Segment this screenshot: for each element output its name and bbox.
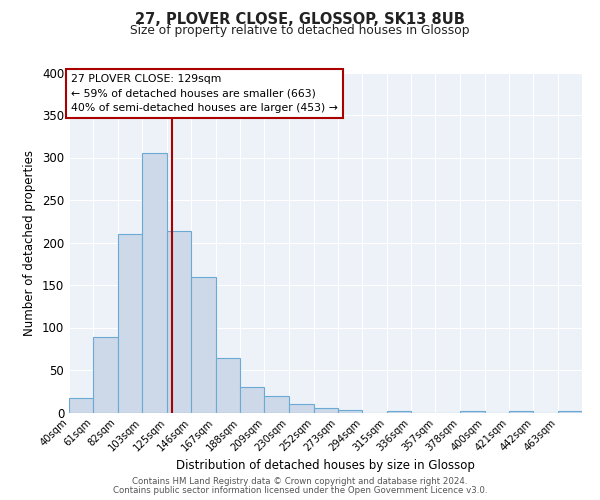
Bar [93,337,118,412]
Bar [314,408,338,412]
Bar [558,411,582,412]
X-axis label: Distribution of detached houses by size in Glossop: Distribution of detached houses by size … [176,458,475,471]
Text: Size of property relative to detached houses in Glossop: Size of property relative to detached ho… [130,24,470,37]
Bar [191,276,216,412]
Bar [69,398,93,412]
Text: 27, PLOVER CLOSE, GLOSSOP, SK13 8UB: 27, PLOVER CLOSE, GLOSSOP, SK13 8UB [135,12,465,28]
Text: Contains HM Land Registry data © Crown copyright and database right 2024.: Contains HM Land Registry data © Crown c… [132,477,468,486]
Text: Contains public sector information licensed under the Open Government Licence v3: Contains public sector information licen… [113,486,487,495]
Bar [142,153,167,412]
Bar [264,396,289,412]
Y-axis label: Number of detached properties: Number of detached properties [23,150,37,336]
Bar [338,410,362,412]
Bar [289,404,314,412]
Text: 27 PLOVER CLOSE: 129sqm
← 59% of detached houses are smaller (663)
40% of semi-d: 27 PLOVER CLOSE: 129sqm ← 59% of detache… [71,74,338,113]
Bar [118,234,142,412]
Bar [240,387,264,412]
Bar [509,411,533,412]
Bar [387,411,411,412]
Bar [216,358,240,412]
Bar [167,232,191,412]
Bar [460,411,485,412]
